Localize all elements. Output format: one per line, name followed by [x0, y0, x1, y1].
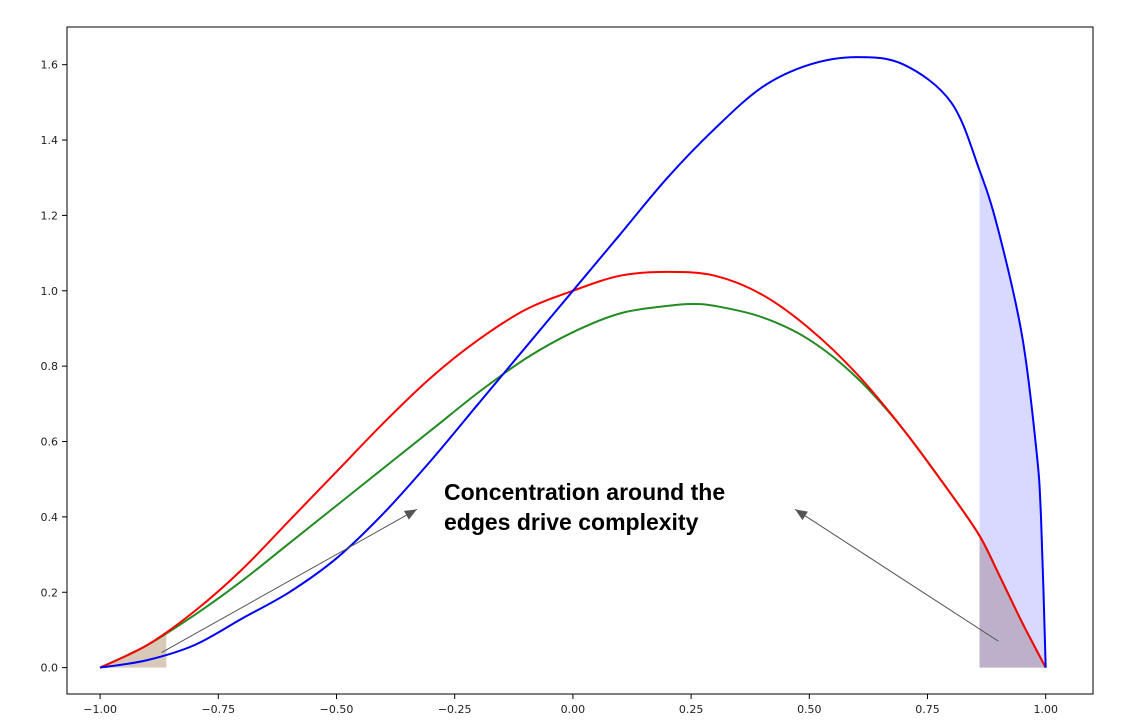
x-tick-label: −0.25	[438, 703, 472, 716]
y-tick-label: 1.0	[41, 285, 59, 298]
shaded-regions	[100, 170, 1046, 668]
annotation-arrowhead-2	[795, 509, 808, 521]
y-axis: 0.0 0.2 0.4 0.6 0.8 1.0 1.2 1.4 1.6	[41, 59, 67, 675]
x-tick-label: 0.75	[915, 703, 940, 716]
y-tick-label: 0.8	[41, 360, 59, 373]
y-tick-label: 0.4	[41, 511, 59, 524]
annotation-arrow-1	[161, 508, 418, 653]
annotation-arrows	[161, 508, 999, 653]
shaded-region-3	[979, 170, 1046, 668]
y-tick-label: 0.2	[41, 586, 59, 599]
x-tick-label: −0.50	[320, 703, 354, 716]
y-tick-label: 0.0	[41, 662, 59, 675]
x-axis: −1.00 −0.75 −0.50 −0.25 0.00 0.25 0.50 0.75 1.00	[83, 694, 1058, 716]
blue-series-line	[99, 56, 1047, 669]
x-tick-label: 1.00	[1033, 703, 1058, 716]
y-tick-label: 1.2	[41, 209, 59, 222]
y-tick-label: 1.6	[41, 59, 59, 72]
x-tick-label: −0.75	[201, 703, 235, 716]
annotation-arrowhead-1	[403, 509, 417, 520]
red-series-line	[99, 270, 1047, 669]
series-lines	[99, 56, 1047, 669]
annotation-text: Concentration around the edges drive com…	[444, 479, 732, 535]
x-tick-label: 0.50	[797, 703, 822, 716]
x-tick-label: 0.00	[561, 703, 586, 716]
plot-frame	[66, 26, 1094, 695]
y-tick-label: 0.6	[41, 436, 59, 449]
annotation-line-2: edges drive complexity	[444, 509, 699, 535]
annotation-arrow-2	[794, 508, 999, 642]
annotation-line-1: Concentration around the	[444, 479, 725, 505]
y-tick-label: 1.4	[41, 134, 59, 147]
x-tick-label: 0.25	[679, 703, 704, 716]
x-tick-label: −1.00	[83, 703, 117, 716]
